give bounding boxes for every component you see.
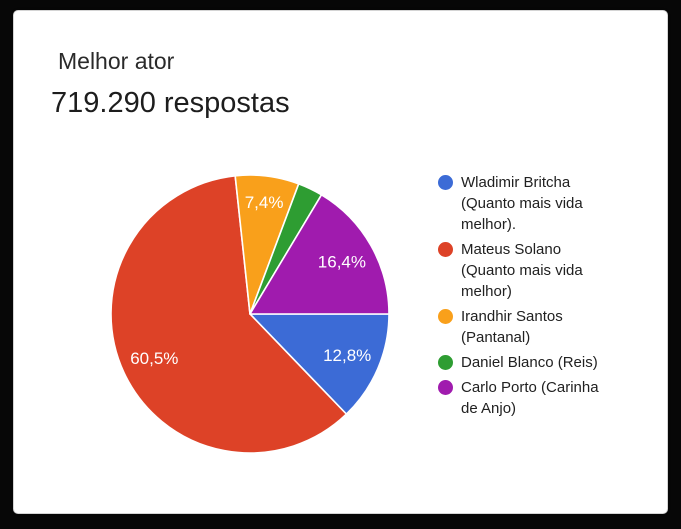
legend-swatch-icon — [438, 175, 453, 190]
legend-swatch-icon — [438, 309, 453, 324]
pie-chart: 12,8% 60,5% 7,4% 16,4% — [110, 174, 390, 454]
legend-swatch-icon — [438, 355, 453, 370]
pie-slice-label-2: 7,4% — [245, 193, 284, 212]
pie-slice-1[interactable] — [110, 174, 348, 454]
legend-item-0: Wladimir Britcha (Quanto mais vida melho… — [438, 172, 618, 235]
legend-swatch-icon — [438, 242, 453, 257]
legend-label: Carlo Porto (Carinha de Anjo) — [461, 379, 599, 417]
pie-slice-0[interactable] — [249, 313, 390, 415]
question-title: Melhor ator — [58, 48, 175, 74]
legend-item-4: Carlo Porto (Carinha de Anjo) — [438, 377, 618, 419]
pie-slice-label-1: 60,5% — [130, 349, 178, 368]
pie-slice-4[interactable] — [249, 194, 390, 315]
pie-slice-label-4: 16,4% — [318, 252, 366, 271]
legend-label: Mateus Solano (Quanto mais vida melhor) — [461, 241, 583, 300]
chart-legend: Wladimir Britcha (Quanto mais vida melho… — [438, 172, 618, 423]
pie-slice-label-0: 12,8% — [323, 346, 371, 365]
response-count: 719.290 respostas — [51, 87, 290, 119]
legend-item-3: Daniel Blanco (Reis) — [438, 352, 618, 373]
legend-swatch-icon — [438, 380, 453, 395]
legend-item-1: Mateus Solano (Quanto mais vida melhor) — [438, 239, 618, 302]
results-card: Melhor ator 719.290 respostas 12,8% 60,5%… — [13, 10, 668, 514]
legend-label: Irandhir Santos (Pantanal) — [461, 308, 563, 346]
legend-label: Wladimir Britcha (Quanto mais vida melho… — [461, 174, 583, 233]
legend-label: Daniel Blanco (Reis) — [461, 354, 598, 371]
legend-item-2: Irandhir Santos (Pantanal) — [438, 306, 618, 348]
